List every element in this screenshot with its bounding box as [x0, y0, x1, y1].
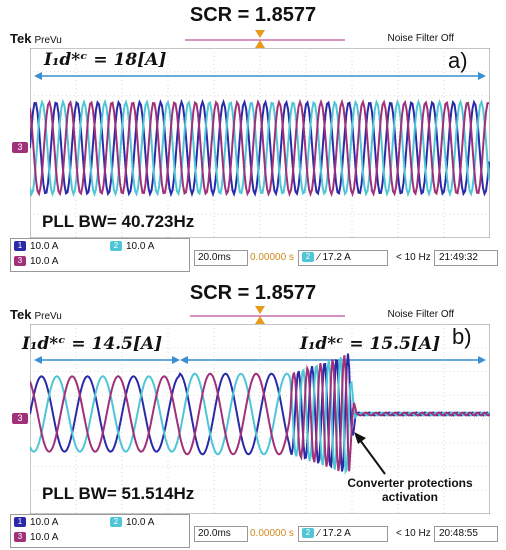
- trigger-marker-top: [190, 306, 345, 324]
- panel-b-title: SCR = 1.8577: [189, 282, 317, 304]
- ch1-scale: 1 10.0 A: [14, 241, 58, 252]
- panel-a: SCR = 1.8577 Tek PreVu Noise Filter Off 3…: [10, 4, 500, 272]
- phase-current-series-3: [30, 355, 490, 472]
- pll-bandwidth-label: PLL BW= 51.514Hz: [42, 484, 195, 503]
- timebase: 20.0ms: [198, 528, 231, 539]
- phase-current-series-1: [30, 98, 490, 198]
- panel-b: SCR = 1.8577 Tek PreVu Noise Filter Off 3…: [0, 278, 506, 550]
- clock: 21:49:32: [439, 252, 478, 263]
- range-arrow-head-right: [478, 72, 486, 80]
- panel-a-title: SCR = 1.8577: [189, 4, 317, 26]
- noise-filter-label: Noise Filter Off: [387, 33, 455, 44]
- protection-annotation: Converter protections activation: [347, 476, 473, 504]
- current-reference-label-2: I₁d*ᶜ = 15.5[A]: [300, 334, 441, 354]
- current-reference-label: I₁d*ᶜ = 18[A]: [44, 50, 167, 70]
- phase-current-series-2: [30, 98, 490, 198]
- ch2-scale: 2 10.0 A: [110, 241, 154, 252]
- range-arrow-1-head-left: [34, 356, 42, 364]
- scope-status-bar: 1 10.0 A 2 10.0 A 3 10.0 A 20.0ms 0.00000 s…: [10, 238, 500, 272]
- phase-current-series-3: [30, 98, 490, 198]
- channel-3-marker: 3: [12, 142, 28, 153]
- phase-current-series-2: [30, 357, 490, 475]
- scope-brand: Tek PreVu: [10, 307, 62, 322]
- clock-box: [434, 526, 498, 542]
- range-arrow-head-left: [34, 72, 42, 80]
- trigger-box: [298, 526, 388, 542]
- panel-letter: a): [448, 48, 468, 73]
- range-arrow-2-head-left: [180, 356, 188, 364]
- trigger-marker-top: [185, 30, 345, 48]
- oscilloscope-plot-b: [30, 324, 490, 514]
- ch3-scale: 3 10.0 A: [14, 256, 58, 267]
- timebase-box: [194, 526, 248, 542]
- range-arrow-2-head-right: [478, 356, 486, 364]
- noise-filter-label: Noise Filter Off: [387, 309, 455, 320]
- trigger-box: [298, 250, 388, 266]
- oscilloscope-plot-a: [30, 48, 490, 238]
- ch2-scale: 2 10.0 A: [110, 517, 154, 528]
- range-arrow-1-head-right: [172, 356, 180, 364]
- ch3-scale: 3 10.0 A: [14, 532, 58, 543]
- scope-status-bar: 1 10.0 A 2 10.0 A 3 10.0 A 20.0ms 0.00000 s…: [10, 514, 500, 548]
- clock-box: [434, 250, 498, 266]
- trigger-delay: 0.00000 s: [250, 528, 294, 539]
- clock: 20:48:55: [439, 528, 478, 539]
- timebase: 20.0ms: [198, 252, 231, 263]
- annotation-arrow: [354, 432, 386, 475]
- trigger-frequency: < 10 Hz: [396, 252, 431, 263]
- trigger-level: 2 ∕ 17.2 A: [302, 252, 351, 263]
- current-reference-label-1: I₁d*ᶜ = 14.5[A]: [22, 334, 163, 354]
- trigger-delay: 0.00000 s: [250, 252, 294, 263]
- ch1-scale: 1 10.0 A: [14, 517, 58, 528]
- trigger-frequency: < 10 Hz: [396, 528, 431, 539]
- timebase-box: [194, 250, 248, 266]
- channel-3-marker: 3: [12, 413, 28, 424]
- channel-scale-box: [10, 238, 190, 272]
- channel-scale-box: [10, 514, 190, 548]
- pll-bandwidth-label: PLL BW= 40.723Hz: [42, 212, 195, 231]
- trigger-level: 2 ∕ 17.2 A: [302, 528, 351, 539]
- panel-letter: b): [452, 324, 472, 349]
- scope-brand: Tek PreVu: [10, 31, 62, 46]
